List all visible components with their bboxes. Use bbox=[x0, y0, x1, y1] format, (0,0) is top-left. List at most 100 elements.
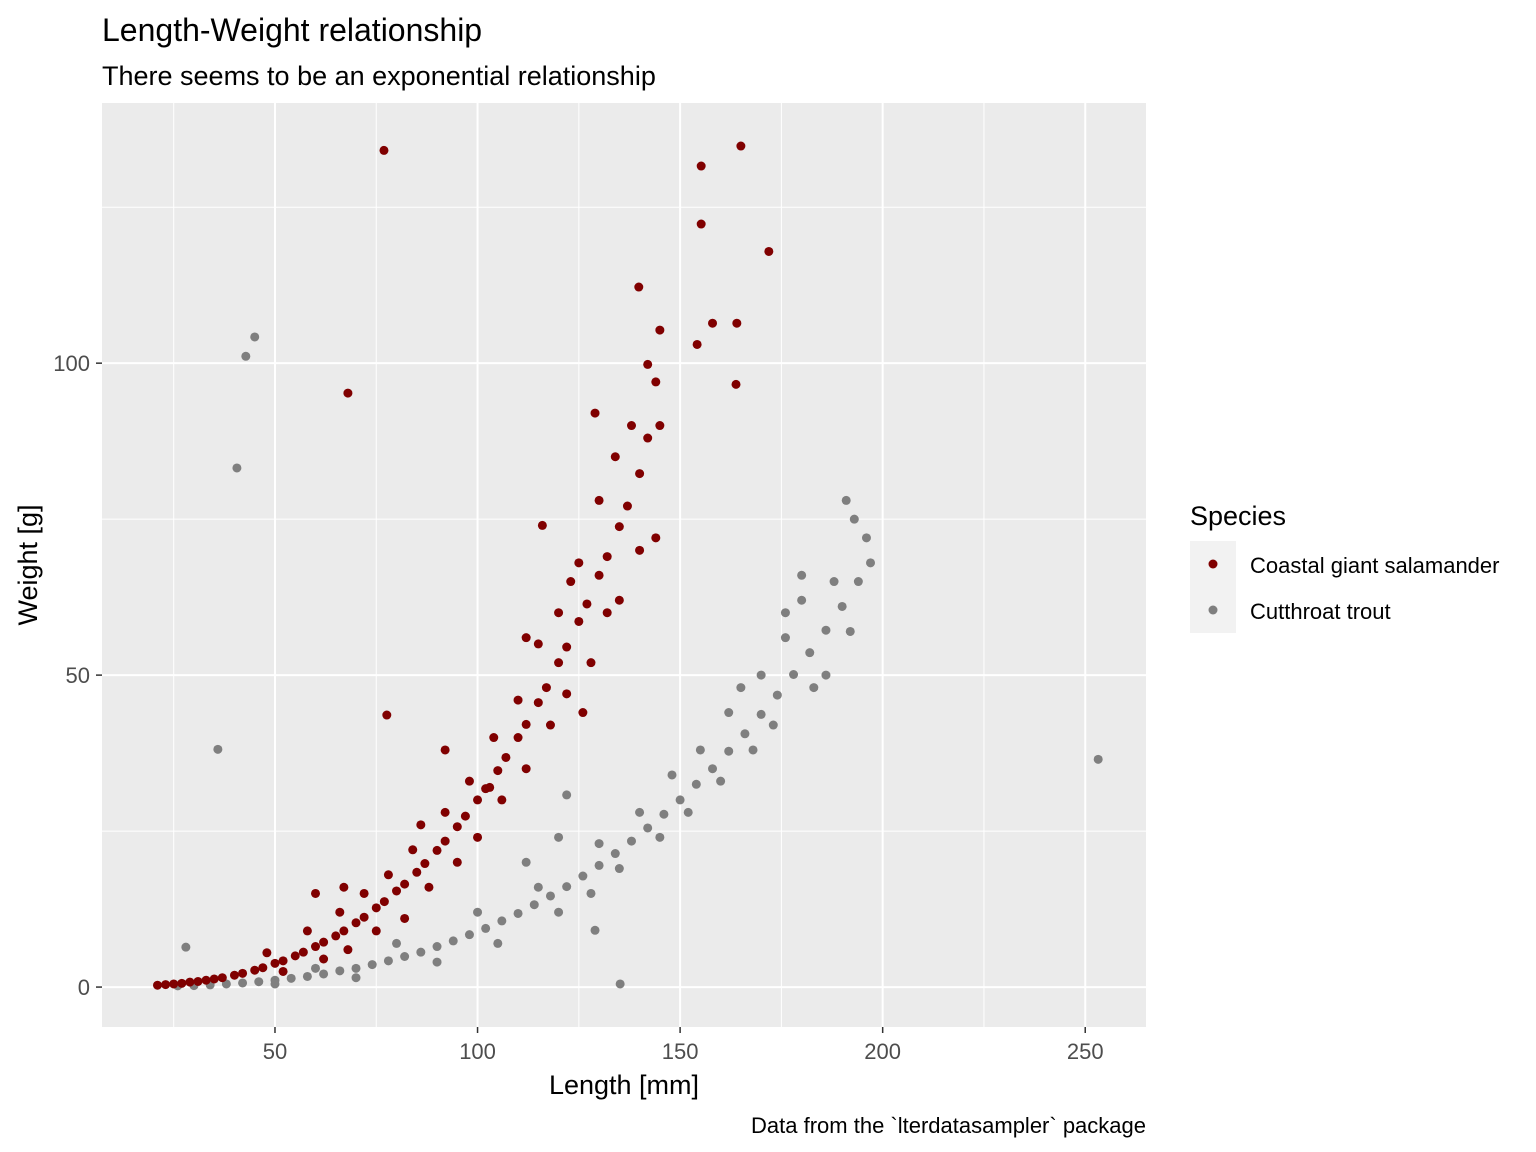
data-point bbox=[533, 698, 543, 708]
data-point bbox=[217, 973, 227, 983]
data-point bbox=[708, 764, 718, 774]
x-tick-label: 200 bbox=[864, 1039, 901, 1064]
data-point bbox=[594, 495, 604, 505]
legend: Species Coastal giant salamander Cutthro… bbox=[1190, 501, 1499, 633]
data-point bbox=[691, 779, 701, 789]
data-point bbox=[408, 845, 418, 855]
data-point bbox=[351, 963, 361, 973]
x-tick-label: 150 bbox=[662, 1039, 699, 1064]
data-point bbox=[473, 795, 483, 805]
data-point bbox=[473, 832, 483, 842]
data-point bbox=[545, 720, 555, 730]
data-point bbox=[177, 978, 187, 988]
data-point bbox=[351, 918, 361, 928]
data-point bbox=[452, 857, 462, 867]
data-point bbox=[379, 897, 389, 907]
data-point bbox=[696, 161, 706, 171]
plot-panel bbox=[102, 103, 1146, 1027]
data-point bbox=[614, 522, 624, 532]
data-point bbox=[574, 558, 584, 568]
data-point bbox=[635, 545, 645, 555]
data-point bbox=[371, 926, 381, 936]
data-point bbox=[339, 882, 349, 892]
data-point bbox=[578, 708, 588, 718]
data-point bbox=[861, 533, 871, 543]
data-point bbox=[740, 729, 750, 739]
legend-label-trout: Cutthroat trout bbox=[1250, 599, 1391, 624]
x-tick-label: 100 bbox=[459, 1039, 496, 1064]
data-point bbox=[695, 745, 705, 755]
data-point bbox=[554, 608, 564, 618]
data-point bbox=[590, 408, 600, 418]
data-point bbox=[286, 973, 296, 983]
y-tick-label: 50 bbox=[66, 663, 90, 688]
data-point bbox=[756, 709, 766, 719]
data-point bbox=[302, 926, 312, 936]
data-point bbox=[359, 912, 369, 922]
data-point bbox=[392, 886, 402, 896]
data-point bbox=[692, 339, 702, 349]
data-point bbox=[400, 879, 410, 889]
data-point bbox=[590, 925, 600, 935]
data-point bbox=[643, 359, 653, 369]
data-point bbox=[562, 642, 572, 652]
data-point bbox=[432, 942, 442, 952]
data-point bbox=[533, 639, 543, 649]
data-point bbox=[161, 980, 171, 990]
data-point bbox=[193, 976, 203, 986]
data-point bbox=[841, 495, 851, 505]
data-point bbox=[655, 832, 665, 842]
legend-label-salamander: Coastal giant salamander bbox=[1250, 553, 1499, 578]
data-point bbox=[319, 969, 329, 979]
data-point bbox=[319, 937, 329, 947]
data-point bbox=[424, 882, 434, 892]
data-point bbox=[615, 979, 625, 989]
data-point bbox=[302, 971, 312, 981]
chart-title: Length-Weight relationship bbox=[102, 12, 482, 48]
data-point bbox=[153, 980, 163, 990]
data-point bbox=[724, 708, 734, 718]
data-point bbox=[432, 845, 442, 855]
data-point bbox=[626, 421, 636, 431]
x-tick-label: 50 bbox=[263, 1039, 287, 1064]
data-point bbox=[343, 945, 353, 955]
data-point bbox=[464, 776, 474, 786]
data-point bbox=[339, 926, 349, 936]
data-point bbox=[238, 978, 248, 988]
data-point bbox=[440, 745, 450, 755]
legend-key-salamander bbox=[1208, 559, 1218, 569]
data-point bbox=[853, 577, 863, 587]
data-point bbox=[258, 963, 268, 973]
data-point bbox=[566, 577, 576, 587]
data-point bbox=[582, 599, 592, 609]
data-point bbox=[513, 908, 523, 918]
data-point bbox=[849, 514, 859, 524]
data-point bbox=[772, 690, 782, 700]
data-point bbox=[594, 860, 604, 870]
data-point bbox=[602, 552, 612, 562]
data-point bbox=[382, 710, 392, 720]
data-point bbox=[241, 351, 251, 361]
data-point bbox=[635, 469, 645, 479]
data-point bbox=[821, 625, 831, 635]
data-point bbox=[837, 601, 847, 611]
data-point bbox=[562, 689, 572, 699]
data-point bbox=[310, 888, 320, 898]
data-point bbox=[731, 379, 741, 389]
data-point bbox=[493, 766, 503, 776]
data-point bbox=[586, 888, 596, 898]
data-point bbox=[485, 782, 495, 792]
data-point bbox=[521, 764, 531, 774]
data-point bbox=[845, 626, 855, 636]
data-point bbox=[497, 795, 507, 805]
data-point bbox=[533, 882, 543, 892]
data-point bbox=[521, 857, 531, 867]
data-point bbox=[290, 951, 300, 961]
data-point bbox=[371, 903, 381, 913]
data-point bbox=[594, 839, 604, 849]
data-point bbox=[768, 720, 778, 730]
data-point bbox=[780, 608, 790, 618]
data-point bbox=[185, 977, 195, 987]
data-point bbox=[614, 864, 624, 874]
data-point bbox=[310, 942, 320, 952]
